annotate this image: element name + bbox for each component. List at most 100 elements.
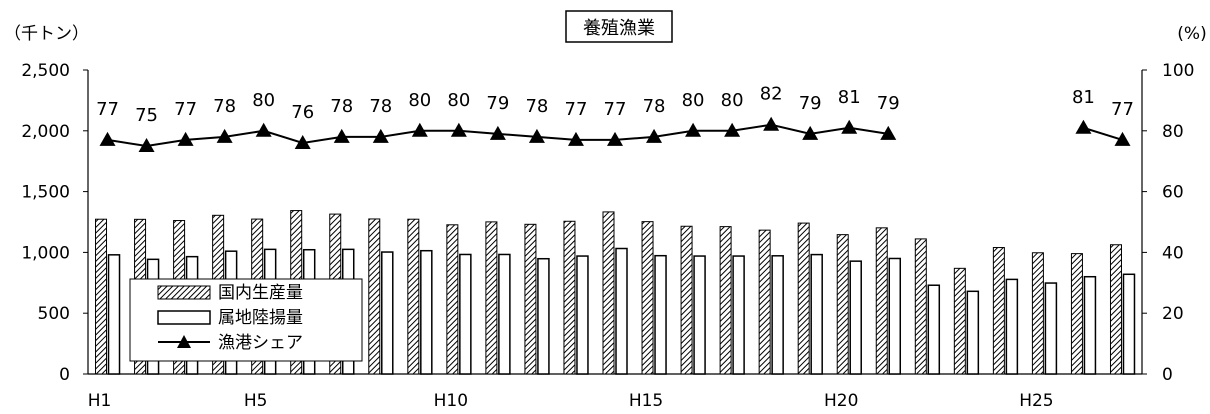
bar-landing-volume xyxy=(420,249,433,375)
bar-landing-volume xyxy=(459,253,472,375)
line-marker-triangle xyxy=(802,125,819,140)
y-right-tick-label: 20 xyxy=(1162,304,1184,324)
line-marker-triangle xyxy=(763,116,780,131)
data-label: 78 xyxy=(369,96,392,117)
bar-domestic-production xyxy=(680,225,693,375)
y-axis-left-unit: （千トン） xyxy=(4,24,89,44)
data-label: 81 xyxy=(1072,87,1095,108)
y-left-tick-label: 2,000 xyxy=(21,122,70,142)
legend-label-landing: 属地陸揚量 xyxy=(218,308,303,328)
bar-landing-volume xyxy=(1005,278,1019,375)
line-marker-triangle xyxy=(177,131,194,146)
bar-domestic-production xyxy=(563,220,576,375)
bar-domestic-production xyxy=(407,218,420,375)
line-marker-triangle xyxy=(372,128,389,143)
bar-domestic-production xyxy=(914,238,927,375)
y-right-tick-label: 100 xyxy=(1162,61,1194,81)
chart-title: 養殖漁業 xyxy=(583,17,655,39)
bar-landing-volume xyxy=(615,247,628,375)
y-left-tick-label: 2,500 xyxy=(21,61,70,81)
bar-domestic-production xyxy=(836,234,849,375)
line-marker-triangle xyxy=(646,128,663,143)
bar-landing-volume xyxy=(927,284,941,375)
bar-domestic-production xyxy=(524,223,537,375)
bar-domestic-production xyxy=(797,222,810,375)
y-axis-left-ticks: 0 500 1,000 1,500 2,000 2,500 xyxy=(21,61,88,385)
data-label: 82 xyxy=(760,84,783,105)
y-axis-right-ticks: 0 20 40 60 80 100 xyxy=(1142,61,1194,385)
line-fishing-port-share xyxy=(1083,126,1123,141)
data-labels-group: 77 75 77 78 80 76 78 78 80 80 79 78 77 77 78 80 80 82 79 81… xyxy=(96,84,1134,126)
bar-domestic-production xyxy=(95,218,108,375)
x-tick-label: H5 xyxy=(244,391,268,411)
bar-domestic-production xyxy=(875,227,888,375)
legend-label-share: 漁港シェア xyxy=(218,333,303,353)
bar-domestic-production xyxy=(602,211,615,375)
data-label: 77 xyxy=(96,99,119,120)
bar-domestic-production xyxy=(485,221,498,375)
data-label: 78 xyxy=(213,96,236,117)
data-label: 77 xyxy=(174,99,197,120)
data-label: 77 xyxy=(604,99,627,120)
bar-landing-volume xyxy=(498,253,511,375)
bar-landing-volume xyxy=(1122,273,1136,375)
bar-landing-volume xyxy=(1044,282,1058,375)
x-axis-ticks: H1 H5 H10 H15 H20 H25 xyxy=(88,391,1054,411)
bar-domestic-production xyxy=(719,226,732,375)
data-label: 78 xyxy=(643,96,666,117)
data-label: 77 xyxy=(565,99,588,120)
y-left-tick-label: 0 xyxy=(59,365,70,385)
line-series-group xyxy=(99,116,1131,152)
chart-title-box xyxy=(565,10,673,43)
bar-domestic-production xyxy=(1109,244,1122,375)
data-label: 75 xyxy=(135,105,158,126)
data-label: 77 xyxy=(1111,99,1134,120)
y-right-tick-label: 0 xyxy=(1162,365,1173,385)
data-label: 80 xyxy=(408,90,431,111)
bar-domestic-production xyxy=(1070,253,1083,375)
legend-marker-share xyxy=(177,335,191,348)
line-marker-triangle xyxy=(1114,131,1131,146)
data-label: 80 xyxy=(447,90,470,111)
bar-landing-volume xyxy=(966,290,980,375)
line-marker-triangle xyxy=(880,125,897,140)
legend-swatch-domestic xyxy=(157,285,211,300)
bar-domestic-production xyxy=(758,229,771,375)
data-label: 80 xyxy=(682,90,705,111)
bar-landing-volume xyxy=(771,255,784,375)
bar-landing-volume xyxy=(888,257,902,375)
bar-domestic-production xyxy=(1031,252,1044,375)
y-right-tick-label: 80 xyxy=(1162,122,1184,142)
x-tick-label: H20 xyxy=(824,391,858,411)
bar-domestic-production xyxy=(446,224,459,375)
line-marker-triangle xyxy=(489,125,506,140)
legend: 国内生産量 属地陸揚量 漁港シェア xyxy=(129,278,363,362)
bar-domestic-production xyxy=(992,247,1005,375)
data-label: 80 xyxy=(252,90,275,111)
line-marker-triangle xyxy=(294,134,311,149)
line-marker-triangle xyxy=(138,138,155,152)
y-right-tick-label: 40 xyxy=(1162,243,1184,263)
line-marker-triangle xyxy=(841,119,858,134)
line-marker-triangle xyxy=(607,131,623,146)
data-label: 79 xyxy=(877,93,900,114)
data-label: 76 xyxy=(291,102,314,123)
bar-landing-volume xyxy=(381,251,394,375)
bar-landing-volume xyxy=(107,254,121,375)
data-label: 78 xyxy=(525,96,548,117)
legend-label-domestic: 国内生産量 xyxy=(218,283,303,303)
bar-domestic-production xyxy=(641,221,654,375)
bar-landing-volume xyxy=(654,254,667,375)
bar-landing-volume xyxy=(1083,275,1097,375)
data-label: 79 xyxy=(486,93,509,114)
data-label: 81 xyxy=(838,87,861,108)
line-marker-triangle xyxy=(411,122,428,137)
bar-landing-volume xyxy=(537,257,550,375)
y-left-tick-label: 1,000 xyxy=(21,243,70,263)
line-marker-triangle xyxy=(255,122,272,137)
line-marker-triangle xyxy=(685,122,702,137)
x-tick-label: H15 xyxy=(629,391,663,411)
bar-landing-volume xyxy=(732,255,745,375)
bar-domestic-production xyxy=(953,267,966,375)
